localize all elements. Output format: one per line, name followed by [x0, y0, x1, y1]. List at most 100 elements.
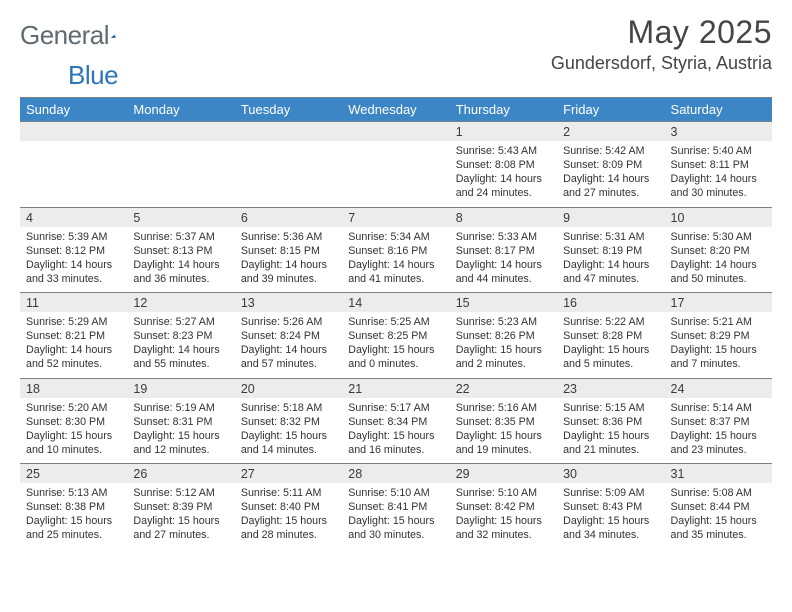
day2-text: and 27 minutes. [133, 528, 230, 542]
sunrise-text: Sunrise: 5:18 AM [241, 401, 338, 415]
day-number: 30 [557, 464, 664, 484]
day1-text: Daylight: 15 hours [241, 514, 338, 528]
sunset-text: Sunset: 8:24 PM [241, 329, 338, 343]
day-detail-cell: Sunrise: 5:22 AMSunset: 8:28 PMDaylight:… [557, 312, 664, 378]
day-number: 3 [665, 122, 772, 142]
sunrise-text: Sunrise: 5:27 AM [133, 315, 230, 329]
day2-text: and 34 minutes. [563, 528, 660, 542]
day2-text: and 12 minutes. [133, 443, 230, 457]
day2-text: and 7 minutes. [671, 357, 768, 371]
day2-text: and 27 minutes. [563, 186, 660, 200]
day-detail-cell: Sunrise: 5:42 AMSunset: 8:09 PMDaylight:… [557, 141, 664, 207]
day2-text: and 32 minutes. [456, 528, 553, 542]
sunrise-text: Sunrise: 5:20 AM [26, 401, 123, 415]
sunset-text: Sunset: 8:15 PM [241, 244, 338, 258]
logo-text-blue: Blue [68, 60, 118, 91]
day2-text: and 41 minutes. [348, 272, 445, 286]
day-detail-cell [20, 141, 127, 207]
day-detail-cell: Sunrise: 5:08 AMSunset: 8:44 PMDaylight:… [665, 483, 772, 549]
day-detail-cell: Sunrise: 5:33 AMSunset: 8:17 PMDaylight:… [450, 227, 557, 293]
sunrise-text: Sunrise: 5:43 AM [456, 144, 553, 158]
weekday-header: Monday [127, 98, 234, 122]
day-number: 23 [557, 378, 664, 398]
day-number: 4 [20, 207, 127, 227]
day-number: 20 [235, 378, 342, 398]
day-number: 27 [235, 464, 342, 484]
sunrise-text: Sunrise: 5:09 AM [563, 486, 660, 500]
day1-text: Daylight: 14 hours [563, 258, 660, 272]
day1-text: Daylight: 15 hours [133, 429, 230, 443]
day-number: 13 [235, 293, 342, 313]
sunrise-text: Sunrise: 5:33 AM [456, 230, 553, 244]
day-number: 8 [450, 207, 557, 227]
day-detail-cell: Sunrise: 5:12 AMSunset: 8:39 PMDaylight:… [127, 483, 234, 549]
sunrise-text: Sunrise: 5:16 AM [456, 401, 553, 415]
day-detail-cell [342, 141, 449, 207]
sunrise-text: Sunrise: 5:30 AM [671, 230, 768, 244]
day1-text: Daylight: 15 hours [241, 429, 338, 443]
calendar-table: Sunday Monday Tuesday Wednesday Thursday… [20, 97, 772, 549]
sunset-text: Sunset: 8:40 PM [241, 500, 338, 514]
sunrise-text: Sunrise: 5:31 AM [563, 230, 660, 244]
sunset-text: Sunset: 8:39 PM [133, 500, 230, 514]
day2-text: and 10 minutes. [26, 443, 123, 457]
day1-text: Daylight: 15 hours [26, 514, 123, 528]
sunset-text: Sunset: 8:16 PM [348, 244, 445, 258]
sunrise-text: Sunrise: 5:14 AM [671, 401, 768, 415]
day-number: 25 [20, 464, 127, 484]
sunrise-text: Sunrise: 5:25 AM [348, 315, 445, 329]
sunset-text: Sunset: 8:31 PM [133, 415, 230, 429]
day-detail-cell: Sunrise: 5:17 AMSunset: 8:34 PMDaylight:… [342, 398, 449, 464]
day1-text: Daylight: 15 hours [348, 429, 445, 443]
day-number [127, 122, 234, 142]
day1-text: Daylight: 15 hours [348, 343, 445, 357]
day1-text: Daylight: 14 hours [348, 258, 445, 272]
day-number-row: 11121314151617 [20, 293, 772, 313]
day-detail-cell: Sunrise: 5:11 AMSunset: 8:40 PMDaylight:… [235, 483, 342, 549]
day1-text: Daylight: 14 hours [133, 343, 230, 357]
day1-text: Daylight: 15 hours [456, 343, 553, 357]
day2-text: and 39 minutes. [241, 272, 338, 286]
day-number: 12 [127, 293, 234, 313]
day-detail-cell: Sunrise: 5:39 AMSunset: 8:12 PMDaylight:… [20, 227, 127, 293]
sunset-text: Sunset: 8:36 PM [563, 415, 660, 429]
sunset-text: Sunset: 8:20 PM [671, 244, 768, 258]
sunrise-text: Sunrise: 5:36 AM [241, 230, 338, 244]
day-number: 7 [342, 207, 449, 227]
day-detail-cell: Sunrise: 5:19 AMSunset: 8:31 PMDaylight:… [127, 398, 234, 464]
day2-text: and 47 minutes. [563, 272, 660, 286]
day2-text: and 21 minutes. [563, 443, 660, 457]
sunset-text: Sunset: 8:28 PM [563, 329, 660, 343]
sunset-text: Sunset: 8:09 PM [563, 158, 660, 172]
day1-text: Daylight: 14 hours [671, 172, 768, 186]
day2-text: and 23 minutes. [671, 443, 768, 457]
day1-text: Daylight: 14 hours [26, 343, 123, 357]
sunrise-text: Sunrise: 5:15 AM [563, 401, 660, 415]
day1-text: Daylight: 15 hours [671, 343, 768, 357]
sunrise-text: Sunrise: 5:11 AM [241, 486, 338, 500]
day-detail-cell: Sunrise: 5:37 AMSunset: 8:13 PMDaylight:… [127, 227, 234, 293]
sunset-text: Sunset: 8:08 PM [456, 158, 553, 172]
day2-text: and 5 minutes. [563, 357, 660, 371]
day2-text: and 57 minutes. [241, 357, 338, 371]
day-number: 28 [342, 464, 449, 484]
weekday-header: Sunday [20, 98, 127, 122]
day1-text: Daylight: 15 hours [563, 514, 660, 528]
weekday-header: Friday [557, 98, 664, 122]
day-detail-cell: Sunrise: 5:25 AMSunset: 8:25 PMDaylight:… [342, 312, 449, 378]
day-number: 21 [342, 378, 449, 398]
day-detail-cell: Sunrise: 5:14 AMSunset: 8:37 PMDaylight:… [665, 398, 772, 464]
weekday-header: Thursday [450, 98, 557, 122]
day-detail-cell: Sunrise: 5:18 AMSunset: 8:32 PMDaylight:… [235, 398, 342, 464]
day1-text: Daylight: 15 hours [348, 514, 445, 528]
day2-text: and 36 minutes. [133, 272, 230, 286]
day-detail-cell: Sunrise: 5:10 AMSunset: 8:41 PMDaylight:… [342, 483, 449, 549]
sunset-text: Sunset: 8:21 PM [26, 329, 123, 343]
month-title: May 2025 [551, 14, 772, 51]
sunrise-text: Sunrise: 5:42 AM [563, 144, 660, 158]
day2-text: and 55 minutes. [133, 357, 230, 371]
logo: General [20, 20, 139, 51]
sunrise-text: Sunrise: 5:37 AM [133, 230, 230, 244]
day-number: 24 [665, 378, 772, 398]
day2-text: and 0 minutes. [348, 357, 445, 371]
